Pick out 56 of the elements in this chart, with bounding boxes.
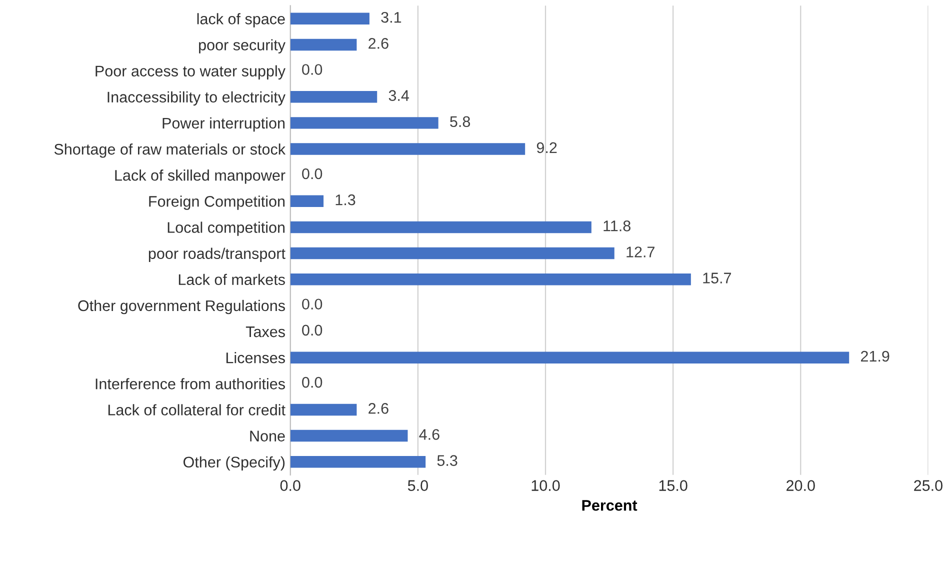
x-tick-label: 15.0: [659, 480, 688, 491]
y-tick-label: Power interruption: [162, 117, 285, 132]
y-tick-label: Local competition: [168, 222, 285, 236]
y-tick-label: poor roads/transport: [148, 248, 286, 262]
data-label: 9.2: [536, 142, 557, 154]
x-tick-label: 0.0: [280, 480, 300, 491]
y-tick-label: Lack of skilled manpower: [115, 170, 286, 184]
bar: [290, 195, 324, 208]
bar: [290, 38, 357, 51]
y-tick-label: Licenses: [226, 352, 285, 364]
y-tick-label: None: [250, 430, 285, 442]
bar: [290, 143, 526, 155]
data-label: 0.0: [302, 298, 322, 310]
bar: [290, 404, 357, 416]
bar: [290, 247, 614, 260]
data-label: 5.3: [437, 455, 458, 466]
data-label: 15.7: [703, 272, 731, 284]
y-tick-label: Inaccessibility to electricity: [108, 91, 286, 106]
data-label: 1.3: [336, 194, 356, 206]
data-label: 0.0: [302, 168, 322, 180]
bar: [290, 117, 438, 129]
bar: [290, 352, 850, 364]
bar: [290, 91, 378, 103]
y-tick-label: Interference from authorities: [96, 378, 285, 390]
bar: [290, 12, 370, 25]
data-label: 21.9: [860, 350, 890, 362]
data-label: 0.0: [302, 324, 322, 336]
data-label: 2.6: [368, 38, 388, 49]
data-label: 11.8: [604, 220, 630, 232]
x-tick-label: 5.0: [408, 480, 428, 491]
data-label: 0.0: [302, 376, 322, 388]
x-axis-title: Percent: [582, 500, 638, 511]
x-tick-label: 10.0: [532, 480, 560, 491]
data-label: 4.6: [419, 429, 440, 440]
data-label: 0.0: [302, 64, 322, 75]
y-tick-label: Taxes: [246, 326, 285, 338]
y-tick-label: lack of space: [197, 13, 285, 28]
x-tick-label: 20.0: [786, 480, 815, 491]
data-label: 12.7: [626, 246, 654, 258]
y-tick-label: poor security: [199, 39, 286, 54]
bar: [290, 273, 691, 286]
y-tick-label: Foreign Competition: [149, 196, 285, 210]
data-label: 5.8: [450, 116, 470, 128]
y-tick-label: Lack of markets: [178, 274, 285, 286]
data-label: 3.4: [388, 90, 410, 101]
y-tick-label: Lack of collateral for credit: [108, 404, 286, 416]
y-tick-label: Other government Regulations: [78, 300, 285, 314]
y-tick-label: Shortage of raw materials or stock: [54, 143, 286, 158]
data-label: 3.1: [381, 12, 402, 23]
data-label: 2.6: [368, 402, 388, 414]
bar: [290, 456, 426, 468]
y-tick-label: Poor access to water supply: [96, 65, 286, 80]
y-tick-label: Other (Specify): [184, 456, 285, 471]
bar: [290, 221, 592, 234]
bar: [290, 430, 408, 442]
x-tick-label: 25.0: [914, 480, 942, 491]
